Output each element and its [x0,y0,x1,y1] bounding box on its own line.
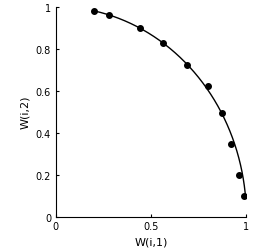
X-axis label: W(i,1): W(i,1) [134,237,168,247]
Y-axis label: W(i,2): W(i,2) [20,96,30,129]
